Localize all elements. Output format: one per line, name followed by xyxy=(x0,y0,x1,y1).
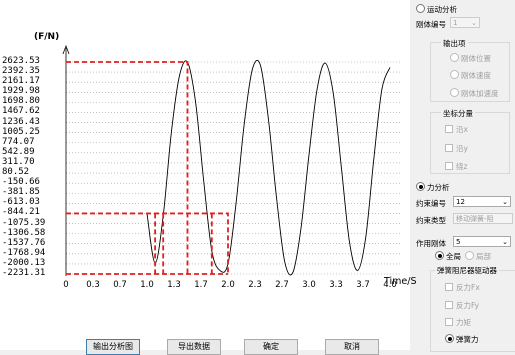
checkbox-icon xyxy=(445,318,453,326)
radio-icon xyxy=(416,4,425,13)
x-tick-label: 3.7 xyxy=(356,280,370,290)
x-tick-label: 2.0 xyxy=(221,280,235,290)
checkbox-icon xyxy=(445,144,453,152)
checkbox-icon xyxy=(445,301,453,309)
y-tick-label: 1698.80 xyxy=(2,96,40,107)
chevron-down-icon: ⌄ xyxy=(502,238,508,246)
x-tick-label: 0.3 xyxy=(86,280,100,290)
y-tick-label: 2161.17 xyxy=(2,76,40,87)
export-data-button[interactable]: 导出数据 xyxy=(167,339,221,355)
y-tick-label: 80.52 xyxy=(2,167,30,178)
cancel-button[interactable]: 取消 xyxy=(325,339,379,355)
rb-velocity-radio[interactable]: 刚体速度 xyxy=(450,70,491,81)
x-tick-label: 0.7 xyxy=(113,280,127,290)
x-tick-label: 1.3 xyxy=(167,280,181,290)
y-tick-label: -150.66 xyxy=(2,177,40,188)
constraint-no-label: 约束编号 xyxy=(416,199,446,208)
marker-dashed-line xyxy=(66,212,229,274)
options-panel: 运动分析 刚体编号 1 ⌄ 输出项 刚体位置 刚体速度 刚体加速度 坐标分量 沿x… xyxy=(413,0,515,352)
marker-dashed-line xyxy=(66,61,189,274)
acting-body-label: 作用刚体 xyxy=(416,239,446,248)
moment-checkbox[interactable]: 力矩 xyxy=(445,317,471,328)
y-tick-label: 2392.35 xyxy=(2,66,40,77)
motion-analysis-radio[interactable]: 运动分析 xyxy=(416,4,457,15)
y-tick-label: -2000.13 xyxy=(2,257,46,268)
chart-area: (F/N) 2623.53 2392.35 2161.17 1929.98 1698.8… xyxy=(0,0,416,355)
x-tick-label: 0 xyxy=(63,280,69,290)
checkbox-icon xyxy=(445,125,453,133)
axis-z-checkbox[interactable]: 绕z xyxy=(445,161,467,172)
rb-acceleration-radio[interactable]: 刚体加速度 xyxy=(450,88,499,99)
rigid-body-select[interactable]: 1 ⌄ xyxy=(450,17,480,28)
y-tick-label: -1537.76 xyxy=(2,237,46,248)
spring-force-radio[interactable]: 弹簧力 xyxy=(445,334,479,345)
local-radio[interactable]: 局部 xyxy=(465,251,491,262)
x-tick-label: 3.0 xyxy=(302,280,316,290)
y-tick-label: -1768.94 xyxy=(2,247,46,258)
force-time-chart xyxy=(62,44,400,276)
y-tick-label: 1236.43 xyxy=(2,116,40,127)
x-tick-label: 2.3 xyxy=(248,280,262,290)
y-tick-label: 1467.62 xyxy=(2,106,40,117)
radio-icon xyxy=(465,251,474,260)
radio-icon xyxy=(435,251,444,260)
x-tick-label: 3.3 xyxy=(329,280,343,290)
output-plot-button[interactable]: 输出分析图 xyxy=(86,339,140,355)
constraint-no-select[interactable]: 12 ⌄ xyxy=(453,196,511,207)
axis-y-checkbox[interactable]: 沿y xyxy=(445,143,468,154)
spring-damper-title: 弹簧阻尼器驱动器 xyxy=(435,265,499,276)
axis-x-checkbox[interactable]: 沿x xyxy=(445,124,468,135)
y-axis-arrow xyxy=(62,44,70,55)
y-tick-label: 542.89 xyxy=(2,146,35,157)
x-tick-label: 1.0 xyxy=(140,280,154,290)
constraint-type-label: 约束类型 xyxy=(416,216,446,225)
rigid-body-no-label: 刚体编号 xyxy=(416,20,446,29)
output-items-group xyxy=(430,42,510,102)
chevron-down-icon: ⌄ xyxy=(502,198,508,206)
y-tick-label: -381.85 xyxy=(2,187,40,198)
confirm-button[interactable]: 确定 xyxy=(244,339,298,355)
reaction-fx-checkbox[interactable]: 反力Fx xyxy=(445,282,480,293)
x-tick-label: 4.0 xyxy=(383,280,397,290)
y-tick-label: 1929.98 xyxy=(2,86,40,97)
radio-icon xyxy=(445,334,454,343)
radio-icon xyxy=(416,182,425,191)
radio-icon xyxy=(450,88,459,97)
y-tick-label: -1075.39 xyxy=(2,217,46,228)
output-items-title: 输出项 xyxy=(441,38,468,49)
reaction-fy-checkbox[interactable]: 反力Fy xyxy=(445,300,479,311)
checkbox-icon xyxy=(445,162,453,170)
x-tick-label: 2.7 xyxy=(275,280,289,290)
coord-component-title: 坐标分量 xyxy=(441,108,475,119)
x-tick-label: 1.7 xyxy=(194,280,208,290)
y-tick-label: 311.70 xyxy=(2,156,35,167)
x-axis-label: Time/S xyxy=(384,276,417,287)
y-axis-unit-label: (F/N) xyxy=(34,32,60,42)
constraint-type-field: 移动弹簧-阻 xyxy=(453,213,513,224)
y-tick-label: 774.07 xyxy=(2,136,35,147)
y-tick-label: -844.21 xyxy=(2,207,40,218)
all-radio[interactable]: 全局 xyxy=(435,251,461,262)
y-tick-label: -2231.31 xyxy=(2,268,46,278)
coord-component-group xyxy=(430,112,510,174)
rb-position-radio[interactable]: 刚体位置 xyxy=(450,53,491,64)
radio-icon xyxy=(450,53,459,62)
chevron-down-icon: ⌄ xyxy=(471,19,477,27)
radio-icon xyxy=(450,70,459,79)
checkbox-icon xyxy=(445,283,453,291)
force-analysis-radio[interactable]: 力分析 xyxy=(416,182,450,193)
acting-body-select[interactable]: 5 ⌄ xyxy=(453,236,511,247)
y-tick-label: 1005.25 xyxy=(2,126,40,137)
y-tick-label: 2623.53 xyxy=(2,56,40,66)
y-tick-label: -613.03 xyxy=(2,197,40,208)
y-tick-label: -1306.58 xyxy=(2,227,46,238)
